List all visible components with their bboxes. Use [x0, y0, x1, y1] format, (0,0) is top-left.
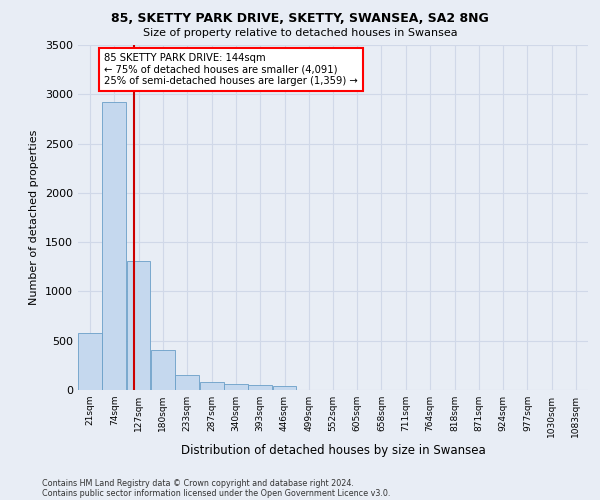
- Bar: [78, 334, 102, 390]
- Bar: [127, 261, 151, 390]
- Text: 85 SKETTY PARK DRIVE: 144sqm
← 75% of detached houses are smaller (4,091)
25% of: 85 SKETTY PARK DRIVE: 144sqm ← 75% of de…: [104, 53, 358, 86]
- Bar: [103, 102, 126, 390]
- Text: Contains HM Land Registry data © Crown copyright and database right 2024.: Contains HM Land Registry data © Crown c…: [42, 478, 354, 488]
- Text: Contains public sector information licensed under the Open Government Licence v3: Contains public sector information licen…: [42, 488, 391, 498]
- Text: 85, SKETTY PARK DRIVE, SKETTY, SWANSEA, SA2 8NG: 85, SKETTY PARK DRIVE, SKETTY, SWANSEA, …: [111, 12, 489, 26]
- Bar: [272, 386, 296, 390]
- Bar: [175, 374, 199, 390]
- Bar: [224, 384, 248, 390]
- X-axis label: Distribution of detached houses by size in Swansea: Distribution of detached houses by size …: [181, 444, 485, 457]
- Bar: [151, 350, 175, 390]
- Text: Size of property relative to detached houses in Swansea: Size of property relative to detached ho…: [143, 28, 457, 38]
- Bar: [200, 382, 224, 390]
- Bar: [248, 384, 272, 390]
- Y-axis label: Number of detached properties: Number of detached properties: [29, 130, 40, 305]
